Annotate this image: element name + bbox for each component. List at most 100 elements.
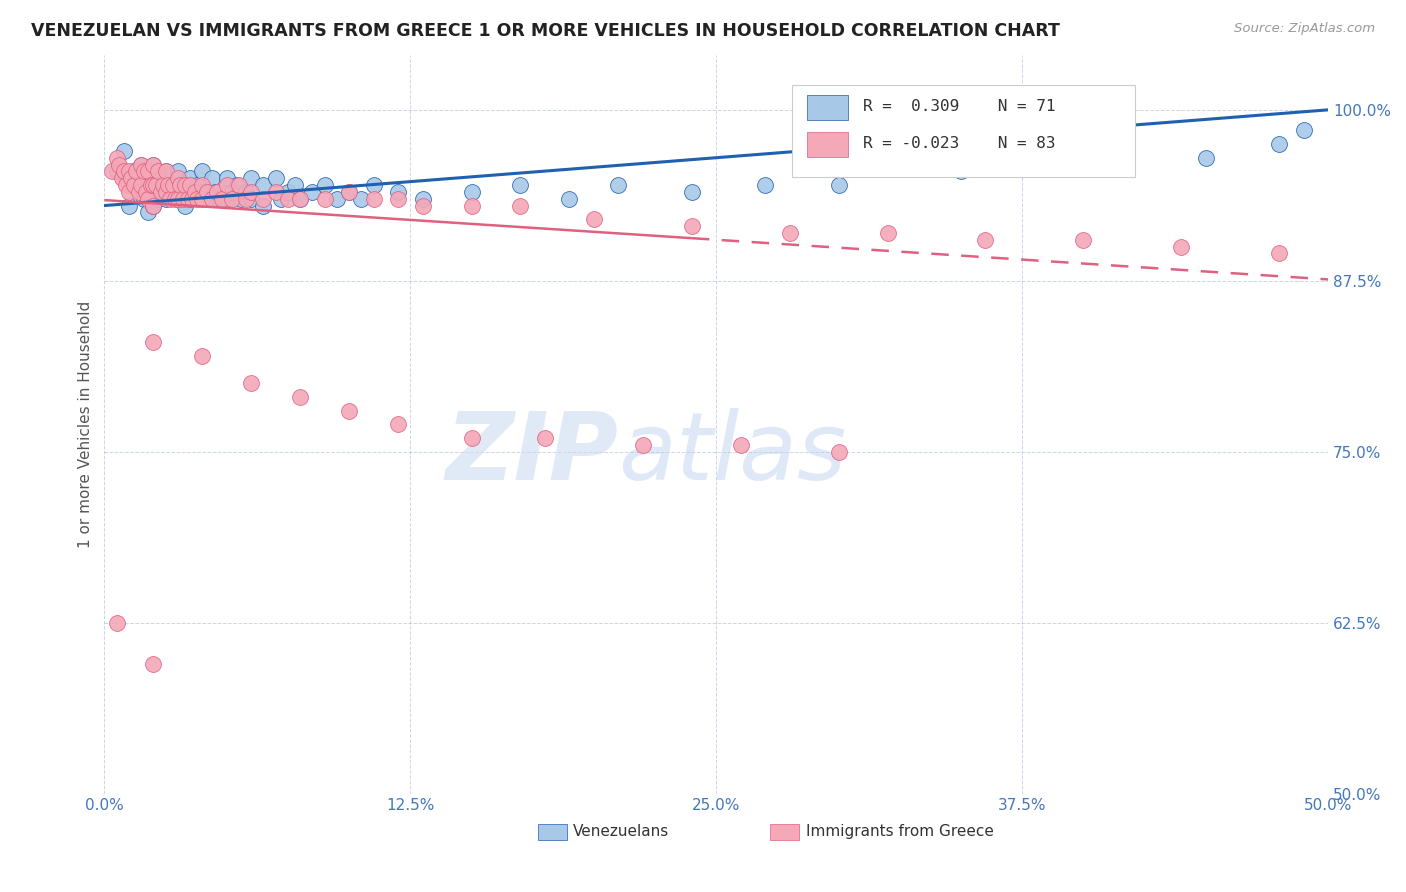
Point (129, 185, 152, 199)
Point (1268, 136, 1291, 151)
Point (142, 157, 165, 171)
Point (166, 171, 188, 186)
Point (337, 403, 360, 417)
Point (240, 192, 263, 206)
Text: Venezuelans: Venezuelans (574, 824, 669, 839)
Y-axis label: 1 or more Vehicles in Household: 1 or more Vehicles in Household (79, 301, 93, 548)
Point (827, 178, 849, 192)
Point (155, 185, 177, 199)
Point (176, 192, 198, 206)
Point (211, 192, 233, 206)
Point (950, 164, 973, 178)
Point (125, 164, 148, 178)
Point (142, 178, 165, 192)
Point (252, 192, 274, 206)
Point (1195, 151, 1218, 165)
Point (326, 192, 349, 206)
Point (138, 192, 160, 206)
Point (215, 171, 238, 186)
Point (159, 192, 181, 206)
Point (191, 185, 214, 199)
Point (363, 178, 385, 192)
Point (277, 192, 299, 206)
Point (179, 192, 201, 206)
Point (240, 171, 263, 186)
Point (215, 178, 238, 192)
Point (165, 192, 187, 206)
Point (122, 164, 145, 178)
Point (112, 164, 135, 178)
Point (129, 157, 152, 171)
Point (125, 178, 148, 192)
Point (337, 185, 360, 199)
Text: R = -0.023    N = 83: R = -0.023 N = 83 (863, 136, 1056, 152)
Text: Source: ZipAtlas.com: Source: ZipAtlas.com (1234, 22, 1375, 36)
Point (142, 157, 165, 171)
Point (110, 171, 132, 186)
Point (186, 192, 208, 206)
Text: ZIP: ZIP (446, 408, 619, 500)
Point (122, 178, 145, 192)
Point (363, 192, 385, 206)
Point (387, 192, 409, 206)
Text: atlas: atlas (619, 409, 846, 500)
Point (681, 219, 703, 233)
Point (195, 192, 218, 206)
Point (208, 192, 231, 206)
Point (172, 192, 194, 206)
Point (128, 185, 150, 199)
Point (135, 185, 157, 199)
Point (631, 438, 654, 452)
Point (118, 185, 141, 199)
Point (509, 198, 531, 212)
Point (215, 192, 238, 206)
Point (412, 192, 434, 206)
Point (142, 198, 165, 212)
Point (162, 178, 184, 192)
Point (112, 144, 135, 158)
Point (314, 178, 336, 192)
Point (301, 185, 323, 199)
Point (1268, 246, 1291, 260)
Point (159, 185, 181, 199)
Point (290, 390, 312, 404)
FancyBboxPatch shape (807, 95, 848, 120)
Point (118, 178, 141, 192)
Text: R =  0.309    N = 71: R = 0.309 N = 71 (863, 99, 1056, 114)
FancyBboxPatch shape (807, 132, 848, 157)
Point (235, 185, 257, 199)
Point (558, 192, 581, 206)
Point (138, 205, 160, 219)
Point (172, 178, 194, 192)
Point (314, 192, 336, 206)
FancyBboxPatch shape (537, 824, 567, 840)
Point (754, 178, 776, 192)
Point (108, 157, 131, 171)
Point (166, 192, 188, 206)
Point (142, 178, 165, 192)
FancyBboxPatch shape (770, 824, 800, 840)
Point (169, 178, 191, 192)
Point (166, 192, 188, 206)
Point (105, 151, 128, 165)
Point (139, 178, 162, 192)
Point (181, 192, 204, 206)
Point (179, 178, 201, 192)
Point (1073, 157, 1095, 171)
Point (166, 164, 188, 178)
Point (148, 171, 170, 186)
Point (284, 178, 307, 192)
Point (138, 171, 160, 186)
Point (534, 431, 557, 445)
Point (184, 185, 207, 199)
Point (235, 192, 257, 206)
Point (100, 164, 122, 178)
Point (876, 226, 898, 240)
Point (221, 192, 243, 206)
Point (174, 178, 197, 192)
Point (155, 192, 177, 206)
Point (155, 164, 177, 178)
Point (264, 185, 287, 199)
Text: Immigrants from Greece: Immigrants from Greece (806, 824, 994, 839)
Point (152, 185, 174, 199)
